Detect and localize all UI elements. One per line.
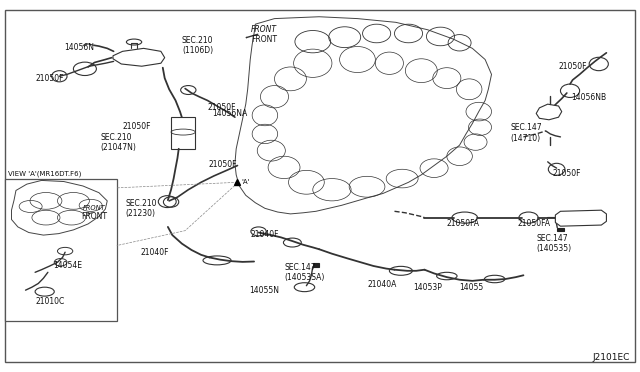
Text: 'A': 'A' [241,179,250,185]
Text: SEC.147
(14710): SEC.147 (14710) [511,123,542,142]
Text: FRONT: FRONT [251,25,277,34]
Bar [313,263,319,267]
Text: 14056NA: 14056NA [212,109,248,118]
Text: 21050F: 21050F [207,103,236,112]
Text: SEC.210
(1106D): SEC.210 (1106D) [182,36,213,55]
Bar [171,117,195,149]
Text: 21050F: 21050F [559,62,587,71]
Text: VIEW 'A'(MR16DT.F6): VIEW 'A'(MR16DT.F6) [8,170,82,177]
Text: 21050FA: 21050FA [517,219,550,228]
Text: 21050FA: 21050FA [447,219,480,228]
Text: 21050F: 21050F [552,169,580,178]
Text: FRONT: FRONT [82,212,108,221]
Polygon shape [536,104,562,120]
Text: J2101EC: J2101EC [593,353,630,362]
Polygon shape [12,180,108,235]
Text: SEC.147
(140535): SEC.147 (140535) [536,234,572,253]
Polygon shape [113,48,164,66]
Text: FRONT: FRONT [83,205,106,211]
Bar [557,228,564,231]
Text: 14054E: 14054E [53,261,82,270]
Text: 21050F: 21050F [123,122,151,131]
Text: 21040F: 21040F [251,230,280,239]
Text: 21040A: 21040A [367,280,396,289]
Text: SEC.147
(14053SA): SEC.147 (14053SA) [284,263,324,282]
Text: SEC.210
(21047N): SEC.210 (21047N) [101,133,137,152]
Text: 21050F: 21050F [209,160,237,169]
Text: 14056NB: 14056NB [572,93,607,102]
Text: FRONT: FRONT [251,35,277,44]
Text: 21050F: 21050F [35,74,63,83]
Text: 21040F: 21040F [140,248,169,257]
Text: 14056N: 14056N [64,43,94,52]
Text: 21010C: 21010C [35,297,65,306]
Polygon shape [556,210,607,226]
Text: 14055N: 14055N [249,286,279,295]
Text: 14053P: 14053P [413,283,442,292]
Bar [5,179,117,321]
Text: SEC.210
(21230): SEC.210 (21230) [125,199,157,218]
Text: 14055: 14055 [460,283,484,292]
